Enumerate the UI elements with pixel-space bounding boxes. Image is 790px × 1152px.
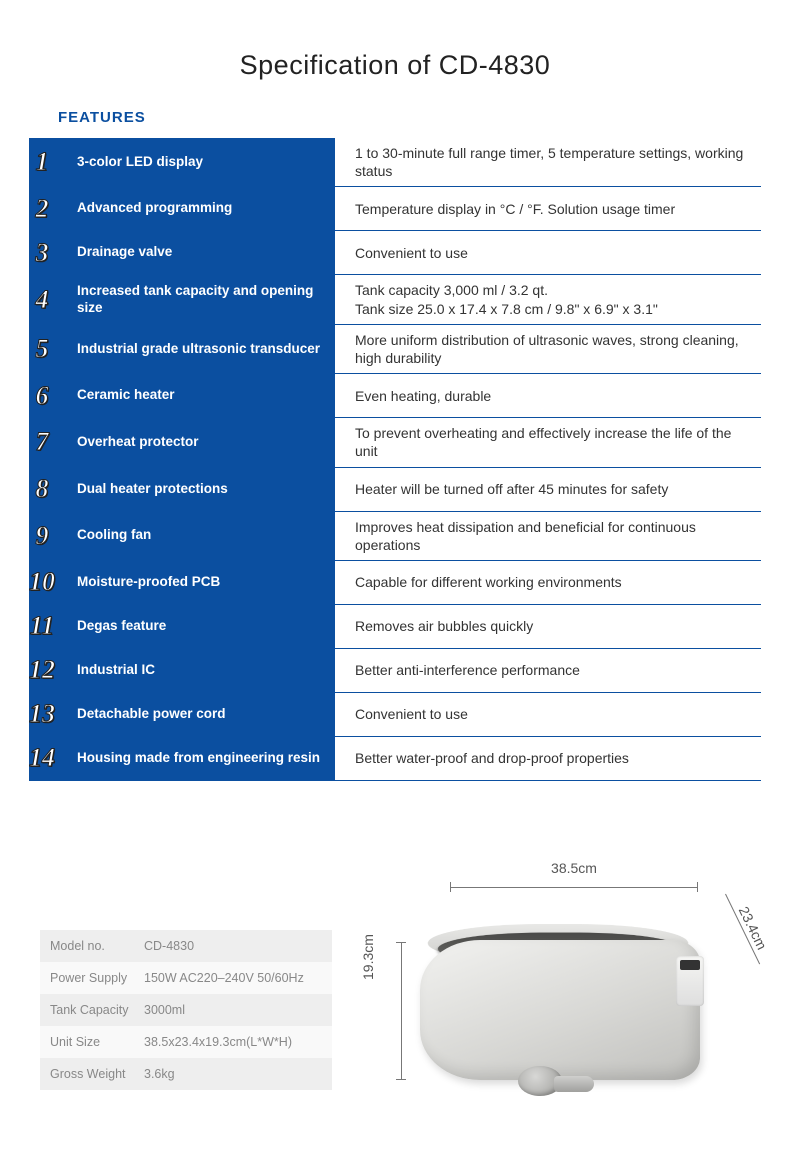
- spec-label: Unit Size: [40, 1035, 140, 1049]
- feature-number: 4: [36, 287, 49, 313]
- feature-number-cell: 7: [29, 418, 71, 466]
- feature-number-cell: 9: [29, 512, 71, 560]
- spec-value: 3.6kg: [140, 1067, 332, 1081]
- feature-description: To prevent overheating and effectively i…: [335, 418, 761, 466]
- feature-description: 1 to 30-minute full range timer, 5 tempe…: [335, 138, 761, 186]
- feature-name: Industrial grade ultrasonic transducer: [71, 325, 335, 373]
- feature-row: 12 Industrial ICBetter anti-interference …: [29, 649, 761, 693]
- feature-row: 6 Ceramic heaterEven heating, durable: [29, 374, 761, 418]
- feature-number-cell: 8: [29, 468, 71, 511]
- feature-row: 9 Cooling fanImproves heat dissipation an…: [29, 512, 761, 561]
- feature-description: Better anti-interference performance: [335, 649, 761, 692]
- feature-number: 13: [29, 701, 55, 727]
- feature-number-cell: 4: [29, 275, 71, 323]
- feature-number: 10: [29, 569, 55, 595]
- feature-description: Convenient to use: [335, 693, 761, 736]
- feature-number-cell: 1: [29, 138, 71, 186]
- feature-row: 13 Detachable power cordConvenient to use: [29, 693, 761, 737]
- product-diagram: 38.5cm 19.3cm 23.4cm: [360, 860, 770, 1120]
- feature-number-cell: 6: [29, 374, 71, 417]
- feature-name: Degas feature: [71, 605, 335, 648]
- spec-row: Tank Capacity3000ml: [40, 994, 332, 1026]
- feature-name: Housing made from engineering resin: [71, 737, 335, 780]
- feature-number-cell: 2: [29, 187, 71, 230]
- feature-description: Temperature display in °C / °F. Solution…: [335, 187, 761, 230]
- spec-row: Model no.CD-4830: [40, 930, 332, 962]
- dimension-length-label: 38.5cm: [450, 860, 698, 876]
- feature-name: Dual heater protections: [71, 468, 335, 511]
- feature-number: 6: [36, 383, 49, 409]
- features-table: 1 3-color LED display1 to 30-minute full …: [29, 138, 761, 781]
- feature-row: 2 Advanced programmingTemperature display…: [29, 187, 761, 231]
- spec-value: 38.5x23.4x19.3cm(L*W*H): [140, 1035, 332, 1049]
- feature-number-cell: 14: [29, 737, 71, 780]
- feature-row: 3 Drainage valveConvenient to use: [29, 231, 761, 275]
- feature-description: Better water-proof and drop-proof proper…: [335, 737, 761, 780]
- page-title: Specification of CD-4830: [0, 0, 790, 109]
- feature-name: Overheat protector: [71, 418, 335, 466]
- feature-number-cell: 12: [29, 649, 71, 692]
- feature-row: 14 Housing made from engineering resinBet…: [29, 737, 761, 781]
- feature-number-cell: 3: [29, 231, 71, 274]
- feature-name: Cooling fan: [71, 512, 335, 560]
- spec-label: Tank Capacity: [40, 1003, 140, 1017]
- feature-name: Increased tank capacity and opening size: [71, 275, 335, 323]
- feature-name: Detachable power cord: [71, 693, 335, 736]
- feature-row: 10 Moisture-proofed PCBCapable for differ…: [29, 561, 761, 605]
- spec-label: Gross Weight: [40, 1067, 140, 1081]
- spec-label: Power Supply: [40, 971, 140, 985]
- features-heading: FEATURES: [0, 109, 790, 138]
- feature-number: 5: [36, 336, 49, 362]
- feature-number: 12: [29, 657, 55, 683]
- spec-table: Model no.CD-4830Power Supply150W AC220–2…: [40, 930, 332, 1090]
- feature-name: Moisture-proofed PCB: [71, 561, 335, 604]
- feature-description: Convenient to use: [335, 231, 761, 274]
- spec-value: CD-4830: [140, 939, 332, 953]
- dimension-height-line: [396, 942, 406, 1080]
- feature-row: 4 Increased tank capacity and opening siz…: [29, 275, 761, 324]
- feature-description: Capable for different working environmen…: [335, 561, 761, 604]
- feature-number-cell: 13: [29, 693, 71, 736]
- feature-row: 7 Overheat protectorTo prevent overheatin…: [29, 418, 761, 467]
- feature-number-cell: 5: [29, 325, 71, 373]
- feature-name: Industrial IC: [71, 649, 335, 692]
- spec-row: Gross Weight3.6kg: [40, 1058, 332, 1090]
- dimension-length-line: [450, 882, 698, 892]
- feature-number: 11: [30, 613, 55, 639]
- feature-number: 7: [36, 429, 49, 455]
- feature-description: Tank capacity 3,000 ml / 3.2 qt.Tank siz…: [335, 275, 761, 323]
- feature-row: 8 Dual heater protectionsHeater will be t…: [29, 468, 761, 512]
- feature-name: Ceramic heater: [71, 374, 335, 417]
- feature-name: 3-color LED display: [71, 138, 335, 186]
- feature-number: 14: [29, 745, 55, 771]
- feature-number: 9: [36, 523, 49, 549]
- feature-number: 8: [36, 476, 49, 502]
- feature-name: Advanced programming: [71, 187, 335, 230]
- spec-label: Model no.: [40, 939, 140, 953]
- feature-description: Even heating, durable: [335, 374, 761, 417]
- feature-row: 1 3-color LED display1 to 30-minute full …: [29, 138, 761, 187]
- spec-row: Unit Size38.5x23.4x19.3cm(L*W*H): [40, 1026, 332, 1058]
- feature-number-cell: 11: [29, 605, 71, 648]
- feature-description: Removes air bubbles quickly: [335, 605, 761, 648]
- feature-description: More uniform distribution of ultrasonic …: [335, 325, 761, 373]
- feature-description: Improves heat dissipation and beneficial…: [335, 512, 761, 560]
- feature-number: 3: [36, 240, 49, 266]
- feature-row: 11 Degas featureRemoves air bubbles quick…: [29, 605, 761, 649]
- feature-row: 5 Industrial grade ultrasonic transducerM…: [29, 325, 761, 374]
- feature-number: 1: [36, 149, 49, 175]
- spec-value: 3000ml: [140, 1003, 332, 1017]
- feature-description: Heater will be turned off after 45 minut…: [335, 468, 761, 511]
- dimension-height-label: 19.3cm: [360, 934, 376, 980]
- feature-name: Drainage valve: [71, 231, 335, 274]
- feature-number-cell: 10: [29, 561, 71, 604]
- feature-number: 2: [36, 196, 49, 222]
- spec-row: Power Supply150W AC220–240V 50/60Hz: [40, 962, 332, 994]
- product-illustration: [420, 910, 710, 1090]
- spec-value: 150W AC220–240V 50/60Hz: [140, 971, 332, 985]
